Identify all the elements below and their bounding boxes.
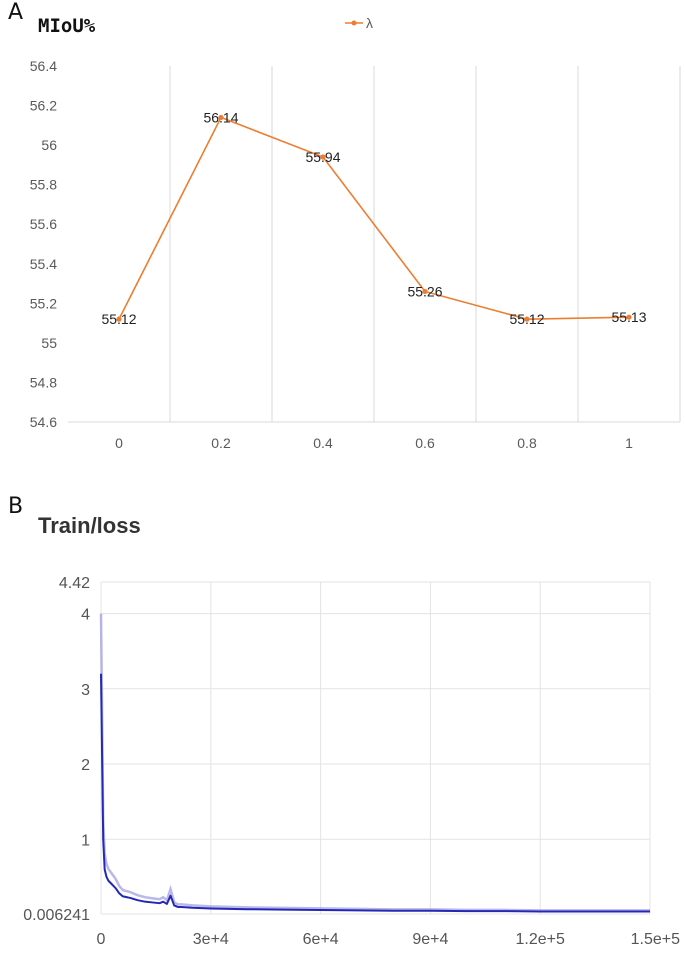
- data-point: [218, 114, 224, 121]
- loss-series-line: [100, 673, 650, 913]
- data-point: [524, 316, 530, 322]
- data-point: [116, 316, 122, 322]
- data-label: 55.26: [407, 283, 442, 299]
- y-tick-label: 55.2: [30, 295, 57, 311]
- y-tick-label: 56: [41, 137, 57, 153]
- y-tick-label: 0.006241: [23, 907, 90, 924]
- y-tick-label: 3: [81, 682, 90, 699]
- panel-letter-a: A: [8, 0, 24, 25]
- y-tick-label: 4: [81, 607, 90, 624]
- y-tick-label: 55.4: [30, 256, 57, 272]
- y-tick-label: 56.4: [30, 58, 57, 74]
- x-tick-label: 1: [625, 435, 633, 451]
- x-tick-label: 9e+4: [412, 931, 448, 948]
- legend-label: λ: [366, 15, 373, 31]
- y-tick-label: 56.2: [30, 98, 57, 114]
- series-line-lambda: [118, 116, 630, 320]
- y-tick-label: 55.8: [30, 177, 57, 193]
- loss-raw-band: [99, 613, 650, 912]
- x-tick-label: 6e+4: [303, 931, 339, 948]
- y-tick-label: 54.8: [30, 374, 57, 390]
- data-label: 55.12: [509, 311, 544, 327]
- x-tick-label: 0.4: [313, 435, 333, 451]
- x-tick-label: 0.6: [415, 435, 435, 451]
- legend-marker: [351, 20, 357, 26]
- chart-a-title: MIoU%: [38, 15, 96, 37]
- y-tick-label: 2: [81, 757, 90, 774]
- data-point: [626, 314, 632, 320]
- x-tick-label: 0: [97, 931, 106, 948]
- miou-line-chart: MIoU% λ 54.6 54.8 55 55.2 55.4 55.6 55.8 56 56.2 56…: [30, 15, 681, 451]
- x-tick-label: 1.2e+5: [516, 931, 565, 948]
- chart-b-title: Train/loss: [38, 513, 141, 538]
- x-tick-label: 1.5e+5: [631, 931, 680, 948]
- data-point: [320, 154, 326, 160]
- x-tick-label: 3e+4: [193, 931, 229, 948]
- data-label: 56.14: [203, 109, 238, 125]
- y-tick-label: 4.42: [59, 575, 90, 592]
- panel-letter-b: B: [8, 494, 24, 519]
- data-label: 55.13: [611, 309, 646, 325]
- y-tick-label: 55.6: [30, 216, 57, 232]
- data-label: 55.94: [305, 149, 340, 165]
- y-tick-label: 54.6: [30, 414, 57, 430]
- y-tick-label: 55: [41, 335, 57, 351]
- x-tick-label: 0.2: [211, 435, 231, 451]
- data-point: [422, 288, 428, 295]
- x-tick-label: 0.8: [517, 435, 537, 451]
- y-tick-label: 1: [81, 832, 90, 849]
- data-label: 55.12: [101, 311, 136, 327]
- x-tick-label: 0: [115, 435, 123, 451]
